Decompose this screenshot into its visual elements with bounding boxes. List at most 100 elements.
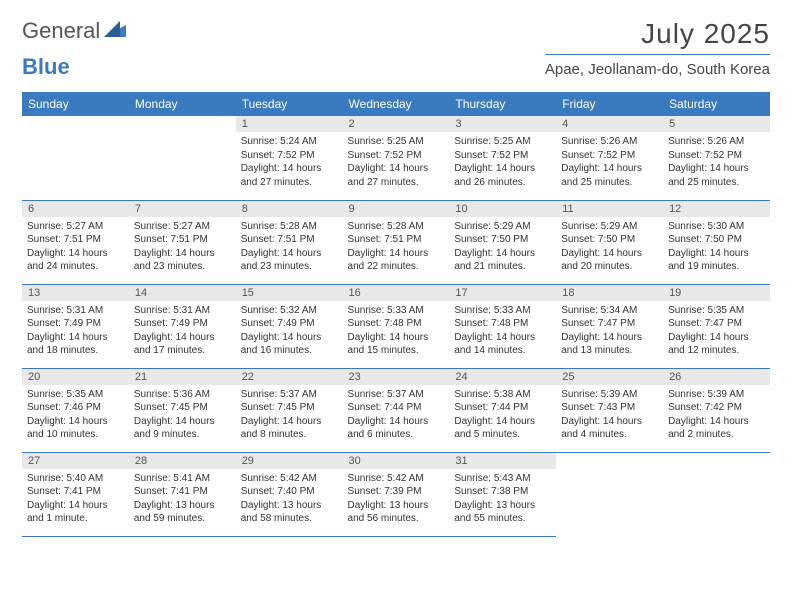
daylight-text: Daylight: 14 hours and 19 minutes. [668,247,765,274]
calendar-table: SundayMondayTuesdayWednesdayThursdayFrid… [22,92,770,537]
day-details: Sunrise: 5:40 AMSunset: 7:41 PMDaylight:… [22,469,129,530]
day-number: 6 [22,201,129,217]
calendar-cell: 25Sunrise: 5:39 AMSunset: 7:43 PMDayligh… [556,368,663,452]
sunrise-text: Sunrise: 5:27 AM [27,220,124,234]
day-number: 2 [343,116,450,132]
calendar-cell: 17Sunrise: 5:33 AMSunset: 7:48 PMDayligh… [449,284,556,368]
day-details: Sunrise: 5:41 AMSunset: 7:41 PMDaylight:… [129,469,236,530]
calendar-cell [663,452,770,536]
sunset-text: Sunset: 7:47 PM [561,317,658,331]
day-number: 19 [663,285,770,301]
calendar-cell: 1Sunrise: 5:24 AMSunset: 7:52 PMDaylight… [236,116,343,200]
day-details: Sunrise: 5:32 AMSunset: 7:49 PMDaylight:… [236,301,343,362]
day-number: 24 [449,369,556,385]
day-details: Sunrise: 5:26 AMSunset: 7:52 PMDaylight:… [556,132,663,193]
day-number: 28 [129,453,236,469]
daylight-text: Daylight: 14 hours and 25 minutes. [668,162,765,189]
day-details: Sunrise: 5:28 AMSunset: 7:51 PMDaylight:… [343,217,450,278]
daylight-text: Daylight: 14 hours and 4 minutes. [561,415,658,442]
calendar-cell: 5Sunrise: 5:26 AMSunset: 7:52 PMDaylight… [663,116,770,200]
day-number: 29 [236,453,343,469]
day-details: Sunrise: 5:25 AMSunset: 7:52 PMDaylight:… [343,132,450,193]
daylight-text: Daylight: 14 hours and 14 minutes. [454,331,551,358]
sunrise-text: Sunrise: 5:26 AM [561,135,658,149]
calendar-week: 6Sunrise: 5:27 AMSunset: 7:51 PMDaylight… [22,200,770,284]
calendar-cell: 10Sunrise: 5:29 AMSunset: 7:50 PMDayligh… [449,200,556,284]
day-number: 4 [556,116,663,132]
daylight-text: Daylight: 14 hours and 16 minutes. [241,331,338,358]
daylight-text: Daylight: 14 hours and 1 minute. [27,499,124,526]
day-number: 15 [236,285,343,301]
day-details: Sunrise: 5:42 AMSunset: 7:40 PMDaylight:… [236,469,343,530]
day-number: 1 [236,116,343,132]
daylight-text: Daylight: 14 hours and 24 minutes. [27,247,124,274]
calendar-cell: 13Sunrise: 5:31 AMSunset: 7:49 PMDayligh… [22,284,129,368]
day-number: 5 [663,116,770,132]
sunset-text: Sunset: 7:51 PM [241,233,338,247]
daylight-text: Daylight: 14 hours and 23 minutes. [134,247,231,274]
calendar-cell: 24Sunrise: 5:38 AMSunset: 7:44 PMDayligh… [449,368,556,452]
calendar-cell: 28Sunrise: 5:41 AMSunset: 7:41 PMDayligh… [129,452,236,536]
calendar-cell: 26Sunrise: 5:39 AMSunset: 7:42 PMDayligh… [663,368,770,452]
day-number: 26 [663,369,770,385]
calendar-cell: 12Sunrise: 5:30 AMSunset: 7:50 PMDayligh… [663,200,770,284]
day-details: Sunrise: 5:26 AMSunset: 7:52 PMDaylight:… [663,132,770,193]
day-details: Sunrise: 5:29 AMSunset: 7:50 PMDaylight:… [556,217,663,278]
day-details: Sunrise: 5:37 AMSunset: 7:44 PMDaylight:… [343,385,450,446]
sunrise-text: Sunrise: 5:34 AM [561,304,658,318]
sunset-text: Sunset: 7:52 PM [454,149,551,163]
daylight-text: Daylight: 14 hours and 21 minutes. [454,247,551,274]
day-number: 9 [343,201,450,217]
sunrise-text: Sunrise: 5:32 AM [241,304,338,318]
day-details: Sunrise: 5:34 AMSunset: 7:47 PMDaylight:… [556,301,663,362]
sunrise-text: Sunrise: 5:26 AM [668,135,765,149]
calendar-cell: 18Sunrise: 5:34 AMSunset: 7:47 PMDayligh… [556,284,663,368]
daylight-text: Daylight: 14 hours and 17 minutes. [134,331,231,358]
day-details: Sunrise: 5:38 AMSunset: 7:44 PMDaylight:… [449,385,556,446]
calendar-cell [129,116,236,200]
logo-triangle-icon [104,21,126,42]
calendar-cell: 19 Sunrise: 5:35 AMSunset: 7:47 PMDayligh… [663,284,770,368]
daylight-text: Daylight: 14 hours and 9 minutes. [134,415,231,442]
day-number: 16 [343,285,450,301]
day-number: 25 [556,369,663,385]
sunrise-text: Sunrise: 5:36 AM [134,388,231,402]
sunrise-text: Sunrise: 5:28 AM [241,220,338,234]
day-details: Sunrise: 5:30 AMSunset: 7:50 PMDaylight:… [663,217,770,278]
daylight-text: Daylight: 13 hours and 55 minutes. [454,499,551,526]
sunrise-text: Sunrise: 5:33 AM [348,304,445,318]
calendar-head: SundayMondayTuesdayWednesdayThursdayFrid… [22,92,770,116]
day-details: Sunrise: 5:27 AMSunset: 7:51 PMDaylight:… [22,217,129,278]
daylight-text: Daylight: 13 hours and 59 minutes. [134,499,231,526]
calendar-cell: 9Sunrise: 5:28 AMSunset: 7:51 PMDaylight… [343,200,450,284]
calendar-week: 13Sunrise: 5:31 AMSunset: 7:49 PMDayligh… [22,284,770,368]
calendar-cell: 30Sunrise: 5:42 AMSunset: 7:39 PMDayligh… [343,452,450,536]
sunrise-text: Sunrise: 5:35 AM [668,304,765,318]
sunrise-text: Sunrise: 5:37 AM [348,388,445,402]
sunset-text: Sunset: 7:47 PM [668,317,765,331]
calendar-cell [22,116,129,200]
sunrise-text: Sunrise: 5:31 AM [134,304,231,318]
sunset-text: Sunset: 7:44 PM [454,401,551,415]
daylight-text: Daylight: 14 hours and 12 minutes. [668,331,765,358]
calendar-cell: 27Sunrise: 5:40 AMSunset: 7:41 PMDayligh… [22,452,129,536]
day-details: Sunrise: 5:37 AMSunset: 7:45 PMDaylight:… [236,385,343,446]
calendar-cell: 31Sunrise: 5:43 AMSunset: 7:38 PMDayligh… [449,452,556,536]
sunset-text: Sunset: 7:48 PM [348,317,445,331]
calendar-cell: 29Sunrise: 5:42 AMSunset: 7:40 PMDayligh… [236,452,343,536]
calendar-cell: 11Sunrise: 5:29 AMSunset: 7:50 PMDayligh… [556,200,663,284]
sunrise-text: Sunrise: 5:43 AM [454,472,551,486]
daylight-text: Daylight: 14 hours and 20 minutes. [561,247,658,274]
sunset-text: Sunset: 7:50 PM [454,233,551,247]
calendar-cell: 3Sunrise: 5:25 AMSunset: 7:52 PMDaylight… [449,116,556,200]
sunset-text: Sunset: 7:49 PM [27,317,124,331]
day-header: Monday [129,92,236,116]
calendar-cell [556,452,663,536]
calendar-cell: 6Sunrise: 5:27 AMSunset: 7:51 PMDaylight… [22,200,129,284]
sunset-text: Sunset: 7:51 PM [27,233,124,247]
sunset-text: Sunset: 7:52 PM [668,149,765,163]
month-title: July 2025 [545,18,770,50]
sunrise-text: Sunrise: 5:28 AM [348,220,445,234]
day-number: 8 [236,201,343,217]
day-details: Sunrise: 5:33 AMSunset: 7:48 PMDaylight:… [343,301,450,362]
